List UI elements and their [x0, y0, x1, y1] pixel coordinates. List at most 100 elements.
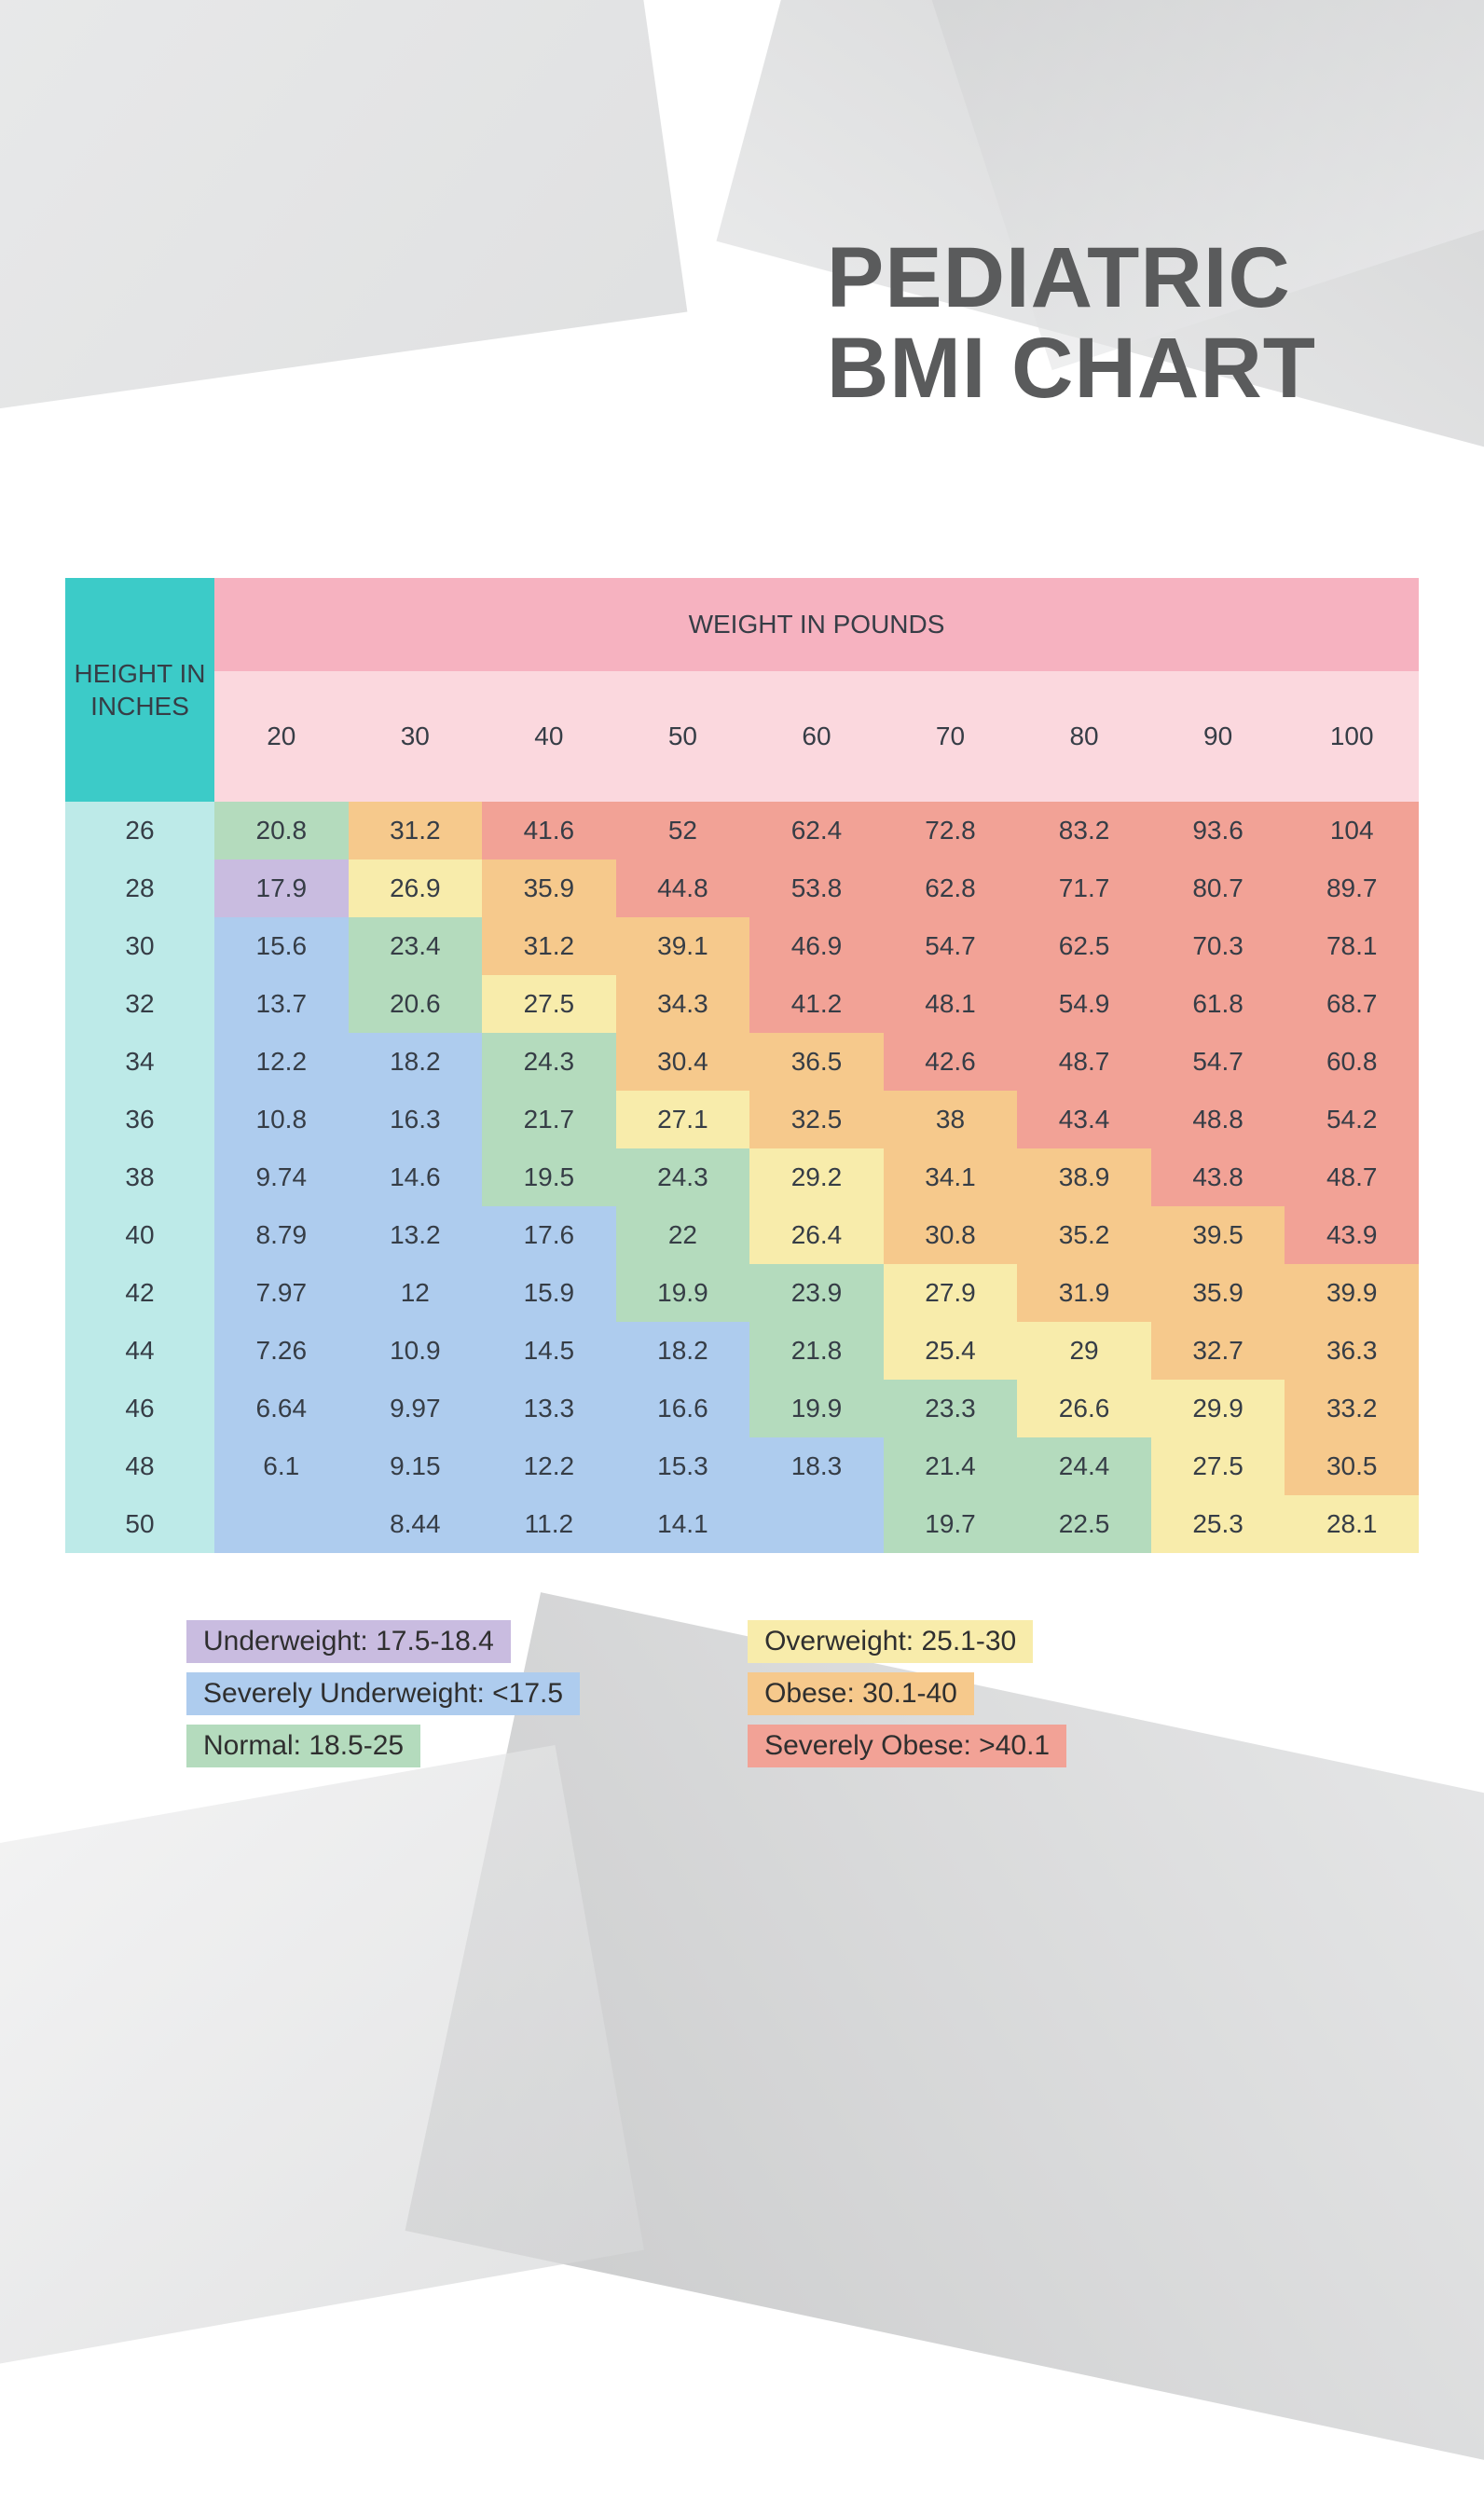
height-row-50: 50: [65, 1495, 214, 1553]
bmi-cell: 30.8: [884, 1206, 1018, 1264]
title-line-2: BMI CHART: [827, 321, 1316, 416]
height-row-36: 36: [65, 1091, 214, 1148]
bmi-cell: 104: [1285, 802, 1419, 859]
bmi-cell: 35.9: [482, 859, 616, 917]
bmi-cell: 48.7: [1017, 1033, 1151, 1091]
weight-col-100: 100: [1285, 671, 1419, 802]
bmi-cell: 26.6: [1017, 1380, 1151, 1437]
height-row-34: 34: [65, 1033, 214, 1091]
bmi-cell: 17.9: [214, 859, 349, 917]
bmi-cell: 78.1: [1285, 917, 1419, 975]
bmi-cell: 38: [884, 1091, 1018, 1148]
bmi-cell: 54.7: [1151, 1033, 1285, 1091]
bmi-cell: 23.3: [884, 1380, 1018, 1437]
bmi-cell: 9.74: [214, 1148, 349, 1206]
weight-col-90: 90: [1151, 671, 1285, 802]
bmi-cell: 33.2: [1285, 1380, 1419, 1437]
bmi-cell: 34.3: [616, 975, 750, 1033]
page-title: PEDIATRIC BMI CHART: [827, 233, 1316, 413]
bmi-cell: 68.7: [1285, 975, 1419, 1033]
bmi-cell: 6.64: [214, 1380, 349, 1437]
bmi-cell: 43.8: [1151, 1148, 1285, 1206]
bmi-cell: 54.7: [884, 917, 1018, 975]
bmi-cell: 18.3: [749, 1437, 884, 1495]
bmi-cell: 93.6: [1151, 802, 1285, 859]
bmi-cell: 48.8: [1151, 1091, 1285, 1148]
bmi-cell: 35.2: [1017, 1206, 1151, 1264]
bmi-cell: 26.9: [349, 859, 483, 917]
bmi-cell: 19.9: [749, 1380, 884, 1437]
bmi-cell: 42.6: [884, 1033, 1018, 1091]
bmi-cell: 62.4: [749, 802, 884, 859]
bmi-cell: 21.4: [884, 1437, 1018, 1495]
bmi-cell: 48.7: [1285, 1148, 1419, 1206]
bmi-cell: 46.9: [749, 917, 884, 975]
bmi-cell: 54.9: [1017, 975, 1151, 1033]
bmi-cell: 9.15: [349, 1437, 483, 1495]
legend-item: Normal: 18.5-25: [186, 1725, 420, 1767]
bmi-cell: 13.3: [482, 1380, 616, 1437]
height-row-40: 40: [65, 1206, 214, 1264]
bmi-cell: 23.9: [749, 1264, 884, 1322]
bmi-cell: 14.6: [349, 1148, 483, 1206]
bmi-cell: 48.1: [884, 975, 1018, 1033]
bmi-cell: 61.8: [1151, 975, 1285, 1033]
bmi-cell: 18.2: [349, 1033, 483, 1091]
bmi-cell: 41.6: [482, 802, 616, 859]
legend-col-right: Overweight: 25.1-30Obese: 30.1-40Severel…: [748, 1620, 1066, 1767]
bmi-cell: 18.2: [616, 1322, 750, 1380]
bmi-cell: 12.2: [214, 1033, 349, 1091]
height-row-44: 44: [65, 1322, 214, 1380]
legend-item: Severely Obese: >40.1: [748, 1725, 1066, 1767]
bmi-cell: 8.44: [349, 1495, 483, 1553]
bmi-cell: 6.1: [214, 1437, 349, 1495]
height-row-32: 32: [65, 975, 214, 1033]
bmi-cell: 36.5: [749, 1033, 884, 1091]
bmi-cell: 15.6: [214, 917, 349, 975]
bmi-cell: 24.3: [616, 1148, 750, 1206]
bmi-cell: 39.9: [1285, 1264, 1419, 1322]
legend-item: Underweight: 17.5-18.4: [186, 1620, 511, 1663]
height-row-48: 48: [65, 1437, 214, 1495]
bmi-cell: 7.26: [214, 1322, 349, 1380]
bmi-cell: 36.3: [1285, 1322, 1419, 1380]
bmi-cell: 19.9: [616, 1264, 750, 1322]
height-row-38: 38: [65, 1148, 214, 1206]
bmi-cell: 62.8: [884, 859, 1018, 917]
height-row-26: 26: [65, 802, 214, 859]
bmi-cell: 20.6: [349, 975, 483, 1033]
bmi-cell: 14.5: [482, 1322, 616, 1380]
bmi-cell: 44.8: [616, 859, 750, 917]
weight-col-50: 50: [616, 671, 750, 802]
bmi-cell: 20.8: [214, 802, 349, 859]
bmi-cell: 27.9: [884, 1264, 1018, 1322]
bmi-cell: 8.79: [214, 1206, 349, 1264]
bmi-cell: 21.8: [749, 1322, 884, 1380]
weight-col-60: 60: [749, 671, 884, 802]
bmi-cell: 22: [616, 1206, 750, 1264]
weight-col-20: 20: [214, 671, 349, 802]
bmi-cell: 71.7: [1017, 859, 1151, 917]
bmi-cell: 43.9: [1285, 1206, 1419, 1264]
height-row-28: 28: [65, 859, 214, 917]
bmi-cell: 29: [1017, 1322, 1151, 1380]
weight-col-30: 30: [349, 671, 483, 802]
legend: Underweight: 17.5-18.4Severely Underweig…: [186, 1620, 1298, 1767]
legend-item: Overweight: 25.1-30: [748, 1620, 1033, 1663]
weight-header: WEIGHT IN POUNDS: [214, 578, 1419, 671]
bmi-cell: 31.9: [1017, 1264, 1151, 1322]
bmi-cell: 12.2: [482, 1437, 616, 1495]
bmi-cell: 16.3: [349, 1091, 483, 1148]
bmi-cell: 24.3: [482, 1033, 616, 1091]
bmi-cell: 17.6: [482, 1206, 616, 1264]
bmi-cell: 30.5: [1285, 1437, 1419, 1495]
bmi-cell: 12: [349, 1264, 483, 1322]
bmi-cell: 89.7: [1285, 859, 1419, 917]
bmi-cell: 54.2: [1285, 1091, 1419, 1148]
bmi-cell: 32.5: [749, 1091, 884, 1148]
bmi-cell: 39.1: [616, 917, 750, 975]
bmi-cell: [214, 1495, 349, 1553]
bmi-cell: 31.2: [482, 917, 616, 975]
bmi-chart: HEIGHT ININCHESWEIGHT IN POUNDS203040506…: [65, 578, 1419, 1553]
weight-col-70: 70: [884, 671, 1018, 802]
